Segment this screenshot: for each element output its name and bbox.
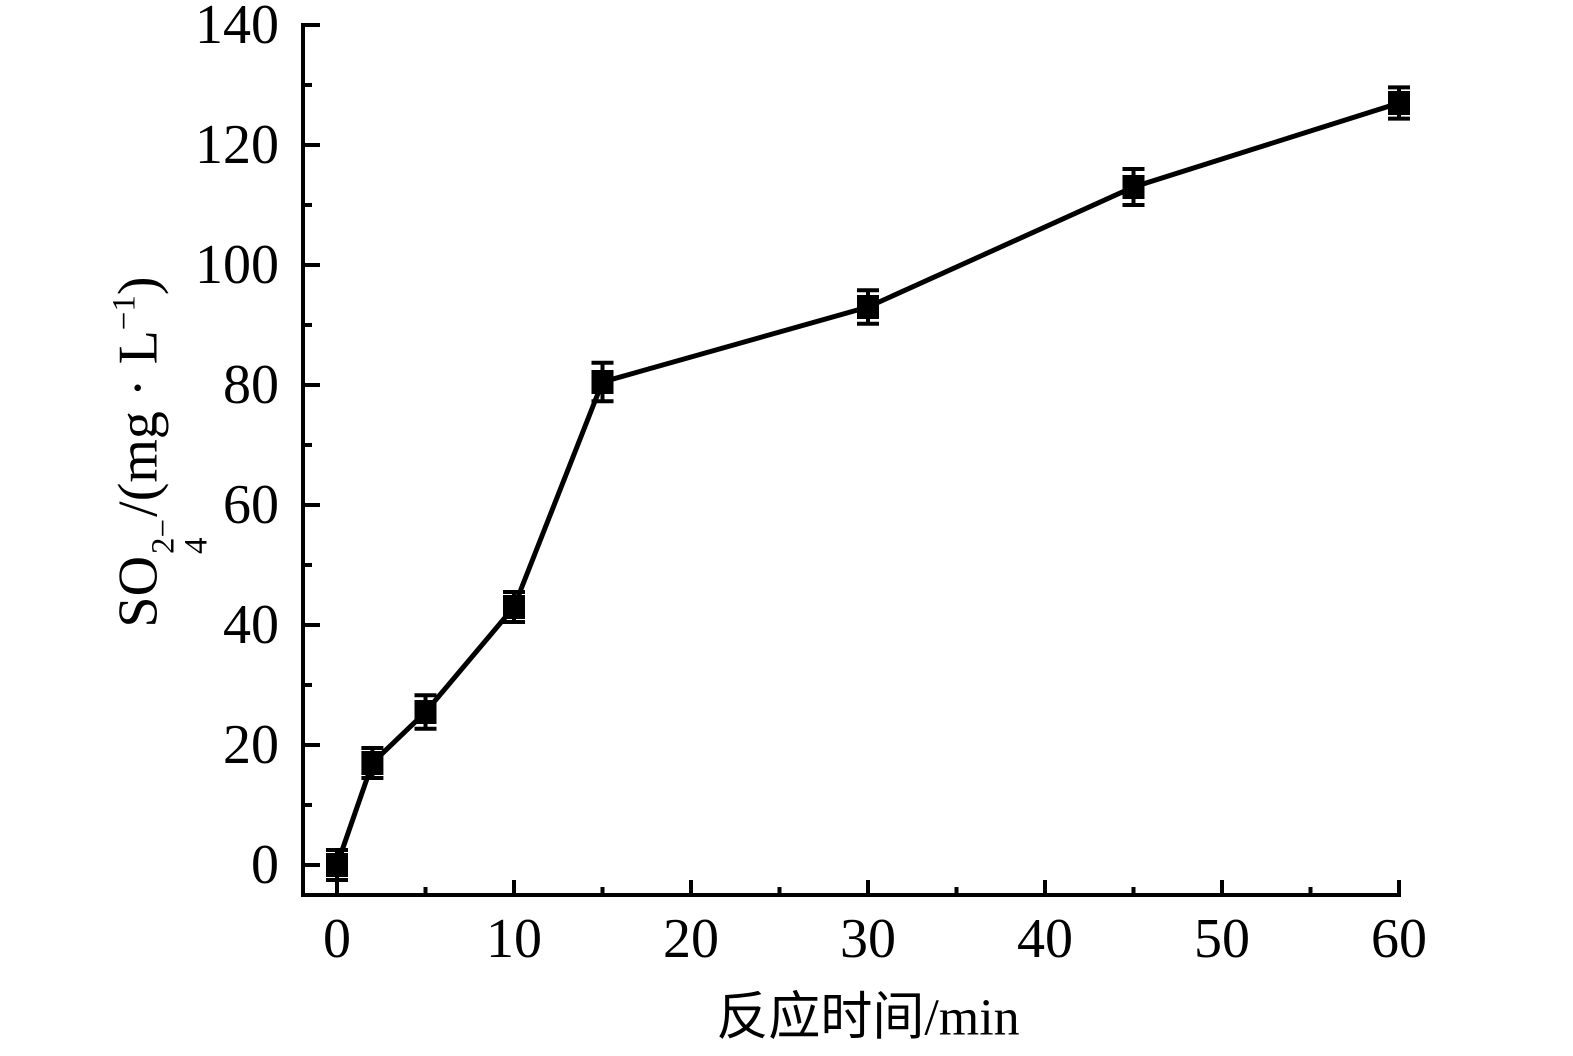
y-tick-label: 140 xyxy=(195,0,279,56)
data-point-marker xyxy=(1122,175,1145,199)
x-tick-label: 30 xyxy=(840,908,896,970)
data-polyline xyxy=(334,100,1400,866)
x-tick-label: 10 xyxy=(486,908,542,970)
x-axis-title: 反应时间/min xyxy=(716,989,1020,1047)
data-point-marker xyxy=(591,370,614,394)
y-tick-label: 0 xyxy=(251,834,279,896)
y-axis-title: SO 2− 4/(mg · L−1) xyxy=(106,276,215,628)
data-point-marker xyxy=(361,751,384,775)
y-axis-title-exponent: −1 xyxy=(106,295,143,331)
y-tick-label: 20 xyxy=(223,714,279,776)
y-axis-title-subscript: 4 xyxy=(178,537,215,554)
data-point-marker xyxy=(326,853,348,877)
x-tick-label: 50 xyxy=(1194,908,1250,970)
y-tick-label: 100 xyxy=(195,234,279,296)
y-tick-label: 120 xyxy=(195,114,279,176)
data-point-marker xyxy=(414,700,437,724)
data-point-marker xyxy=(1388,91,1410,115)
x-tick-label: 60 xyxy=(1371,908,1427,970)
x-tick-label: 0 xyxy=(323,908,351,970)
y-tick-label: 80 xyxy=(223,354,279,416)
y-axis-title-base: SO xyxy=(107,555,170,628)
x-tick-label: 20 xyxy=(663,908,719,970)
y-tick-label: 60 xyxy=(223,474,279,536)
y-axis-title-end: ) xyxy=(107,276,170,296)
x-tick-label: 40 xyxy=(1017,908,1073,970)
y-axis-title-middle: /(mg · L xyxy=(107,330,170,517)
data-point-marker xyxy=(503,595,525,619)
y-tick-label: 40 xyxy=(223,594,279,656)
y-axis-title-superscript: 2− xyxy=(145,518,182,554)
data-point-marker xyxy=(857,295,879,319)
y-axis-title-subsup-stack: 2− 4 xyxy=(145,518,215,554)
